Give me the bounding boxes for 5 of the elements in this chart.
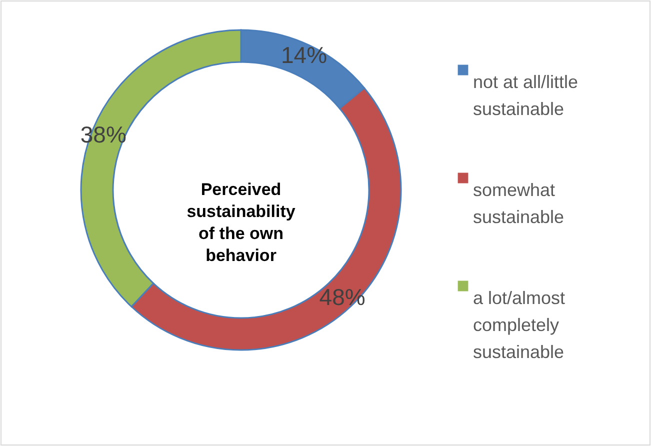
legend-label: somewhat sustainable [473, 180, 564, 227]
text: Perceived sustainability of the own behavior [186, 180, 296, 265]
legend-label: a lot/almost completely sustainable [473, 288, 566, 362]
legend-label: not at all/little sustainable [473, 72, 578, 119]
data-label: 14% [280, 42, 328, 68]
